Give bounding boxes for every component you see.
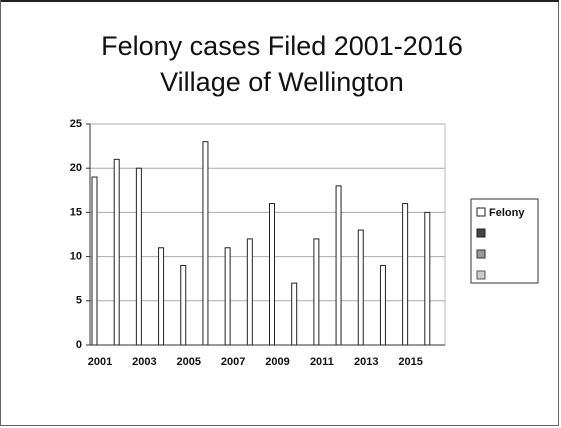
bar <box>158 247 165 346</box>
y-tick-label: 10 <box>70 251 82 263</box>
legend-swatch <box>476 228 486 238</box>
x-tick-label: 2013 <box>354 356 378 368</box>
legend-label: Felony <box>489 207 525 219</box>
bar <box>335 185 342 346</box>
chart-title: Village of Wellington <box>160 67 404 97</box>
plot-area <box>89 123 446 346</box>
bar <box>313 238 320 346</box>
y-tick-label: 25 <box>70 118 82 130</box>
x-tick-label: 2003 <box>132 356 156 368</box>
legend-swatch <box>476 207 486 217</box>
bar <box>180 264 187 346</box>
bar <box>269 203 275 346</box>
bar <box>291 282 298 346</box>
x-tick-label: 2005 <box>177 356 201 368</box>
y-tick-label: 0 <box>76 339 82 351</box>
chart-title: Felony cases Filed 2001-2016 <box>101 31 463 61</box>
x-tick-label: 2009 <box>265 356 289 368</box>
bar <box>246 238 253 346</box>
bar <box>91 176 98 346</box>
y-tick-label: 5 <box>76 295 82 307</box>
y-tick-label: 15 <box>70 206 82 218</box>
x-tick-label: 2007 <box>221 356 245 368</box>
x-tick-label: 2011 <box>310 356 334 368</box>
bar <box>224 247 231 346</box>
bar <box>424 211 431 346</box>
bar <box>379 264 386 346</box>
y-tick-label: 20 <box>70 162 82 174</box>
x-tick-label: 2015 <box>398 356 422 368</box>
bar <box>113 158 120 346</box>
bar <box>202 141 209 346</box>
x-tick-label: 2001 <box>88 356 112 368</box>
bar <box>135 167 142 346</box>
bar <box>357 229 364 346</box>
legend-swatch <box>476 270 486 280</box>
legend-swatch <box>476 249 486 259</box>
bar <box>402 203 409 346</box>
